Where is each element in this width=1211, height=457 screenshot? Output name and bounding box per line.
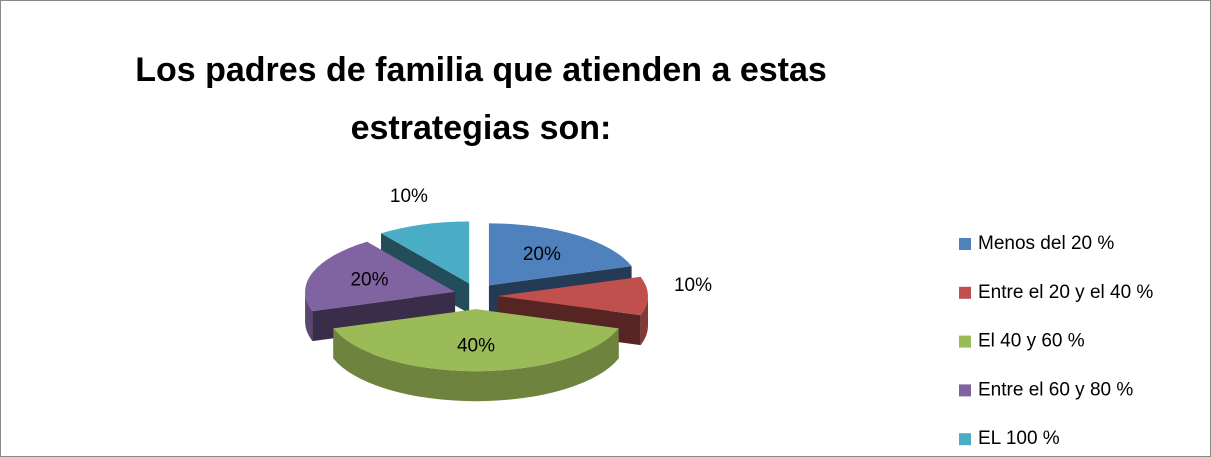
legend-label: EL 100 % (978, 428, 1060, 449)
legend-swatch (959, 433, 971, 446)
pie-slice (498, 276, 648, 346)
slice-top (498, 276, 648, 316)
slice-side (333, 328, 619, 402)
data-label: 10% (390, 186, 428, 207)
pie-slice (333, 309, 619, 402)
slice-side (640, 296, 648, 346)
slice-side (305, 291, 313, 342)
legend-label: Entre el 20 y el 40 % (978, 282, 1153, 303)
data-label: 40% (457, 335, 495, 356)
slice-top (381, 221, 470, 284)
data-label: 20% (523, 244, 561, 265)
data-label: 10% (674, 275, 712, 296)
legend-label: El 40 y 60 % (978, 331, 1085, 352)
slice-top (488, 223, 632, 286)
legend-swatch (959, 384, 971, 397)
chart-title: Los padres de familia que atienden a est… (135, 51, 827, 147)
legend-swatch (959, 286, 971, 299)
legend-swatch (959, 238, 971, 250)
legend-label: Entre el 60 y 80 % (978, 379, 1133, 400)
legend-swatch (959, 335, 971, 348)
slice-top (333, 309, 619, 372)
data-label: 20% (350, 269, 388, 290)
legend-label: Menos del 20 % (978, 233, 1114, 254)
slice-top (305, 241, 456, 312)
